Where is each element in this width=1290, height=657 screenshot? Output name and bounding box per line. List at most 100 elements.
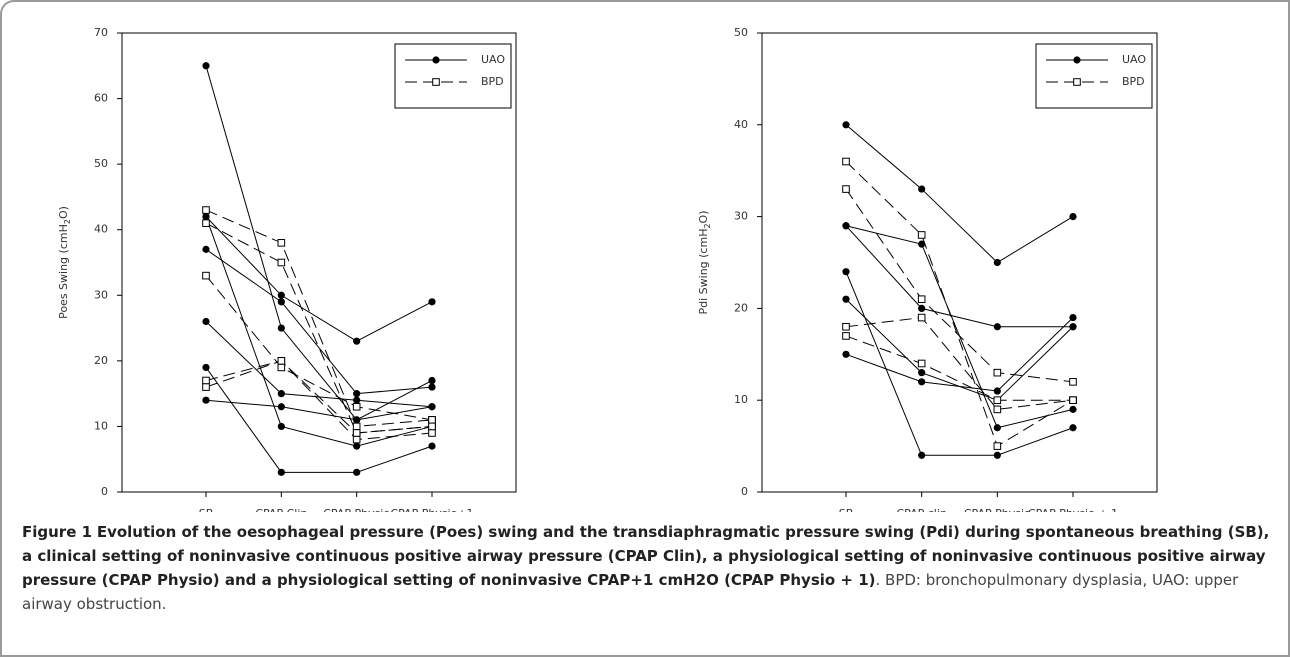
marker	[918, 369, 926, 377]
series-line	[205, 367, 433, 473]
marker	[428, 383, 436, 391]
marker	[277, 357, 286, 365]
marker	[352, 435, 361, 444]
series-line	[205, 216, 433, 342]
y-tick-label: 40	[734, 118, 748, 131]
series-line	[205, 275, 433, 421]
marker	[842, 121, 850, 129]
marker	[277, 422, 285, 431]
marker	[993, 258, 1001, 267]
marker	[842, 268, 850, 276]
series-line	[845, 124, 1074, 264]
marker	[993, 368, 1002, 377]
marker	[842, 157, 850, 166]
marker	[842, 185, 850, 193]
marker	[428, 422, 436, 431]
marker	[353, 416, 361, 424]
marker	[202, 363, 210, 372]
marker	[277, 298, 285, 306]
marker	[918, 378, 926, 386]
marker	[202, 383, 210, 391]
marker	[993, 451, 1001, 459]
series-line	[845, 317, 1074, 392]
y-tick-label: 10	[94, 419, 108, 432]
marker	[202, 317, 210, 326]
series-line	[845, 271, 1074, 456]
marker	[277, 291, 285, 299]
marker	[202, 271, 210, 280]
marker	[277, 363, 286, 372]
marker	[917, 231, 926, 239]
charts: 010203040506070SBCPAP ClinCPAP PhysioCPA…	[57, 26, 1158, 520]
series-line	[205, 248, 433, 395]
marker	[428, 416, 436, 424]
caption-text: . BPD: bronchopulmonary dysplasia, UAO: …	[22, 571, 1239, 613]
marker	[842, 295, 850, 303]
y-tick-label: 50	[734, 26, 748, 39]
legend-label: BPD	[481, 75, 504, 88]
marker	[993, 424, 1001, 432]
x-tick-label: CPAP Physio+1	[390, 507, 473, 512]
series-line	[205, 65, 433, 421]
marker	[917, 313, 926, 322]
series-line	[205, 399, 433, 421]
y-tick-label: 10	[734, 393, 748, 406]
x-tick-label: CPAP clin	[896, 507, 946, 512]
marker	[353, 396, 361, 404]
marker	[918, 185, 926, 193]
marker	[352, 402, 361, 411]
legend-box	[394, 43, 512, 109]
marker	[842, 222, 850, 230]
caption-label: Figure 1	[22, 523, 93, 541]
marker	[993, 387, 1001, 395]
marker	[918, 240, 926, 248]
marker	[353, 442, 361, 450]
y-axis-label-part: O)	[57, 206, 70, 219]
marker	[277, 258, 286, 267]
marker	[428, 298, 436, 306]
marker	[353, 337, 361, 345]
marker	[842, 332, 850, 340]
marker	[202, 219, 210, 227]
x-tick-label: SB	[199, 507, 214, 512]
marker	[428, 403, 436, 411]
y-tick-label: 20	[94, 354, 108, 367]
marker	[277, 468, 285, 476]
y-tick-label: 60	[94, 92, 108, 105]
marker	[993, 396, 1002, 404]
series-line	[845, 298, 1074, 401]
series-line	[205, 360, 433, 434]
marker	[918, 304, 926, 312]
plot-frame	[121, 32, 517, 493]
x-tick-label: CPAP Physio	[323, 507, 390, 512]
y-axis-label-part: Pdi Swing (cmH	[697, 229, 710, 315]
marker	[842, 350, 850, 358]
series-line	[845, 317, 1074, 410]
y-tick-label: 70	[94, 26, 108, 39]
marker	[1069, 378, 1077, 386]
marker	[202, 206, 210, 214]
marker	[353, 390, 361, 398]
series-line	[845, 225, 1073, 328]
legend-label: BPD	[1122, 75, 1145, 88]
marker	[202, 62, 210, 70]
y-tick-label: 30	[94, 288, 108, 301]
marker	[432, 56, 440, 64]
x-tick-label: CPAP Physio	[964, 507, 1031, 512]
marker	[428, 442, 436, 450]
series-line	[845, 335, 1073, 401]
y-axis-label-part: 2	[703, 223, 712, 228]
y-axis-label: Poes Swing (cmH2O)	[57, 206, 72, 319]
x-tick-label: CPAP Clin	[255, 507, 307, 512]
marker	[428, 429, 436, 437]
y-tick-label: 0	[741, 485, 748, 498]
caption-title: Evolution of the oesophageal pressure (P…	[22, 523, 1270, 589]
marker	[1073, 78, 1081, 86]
marker	[202, 245, 210, 253]
y-tick-label: 0	[101, 485, 108, 498]
legend-label: UAO	[1122, 53, 1146, 66]
marker	[918, 451, 926, 459]
series-line	[205, 360, 433, 441]
marker	[277, 390, 285, 398]
